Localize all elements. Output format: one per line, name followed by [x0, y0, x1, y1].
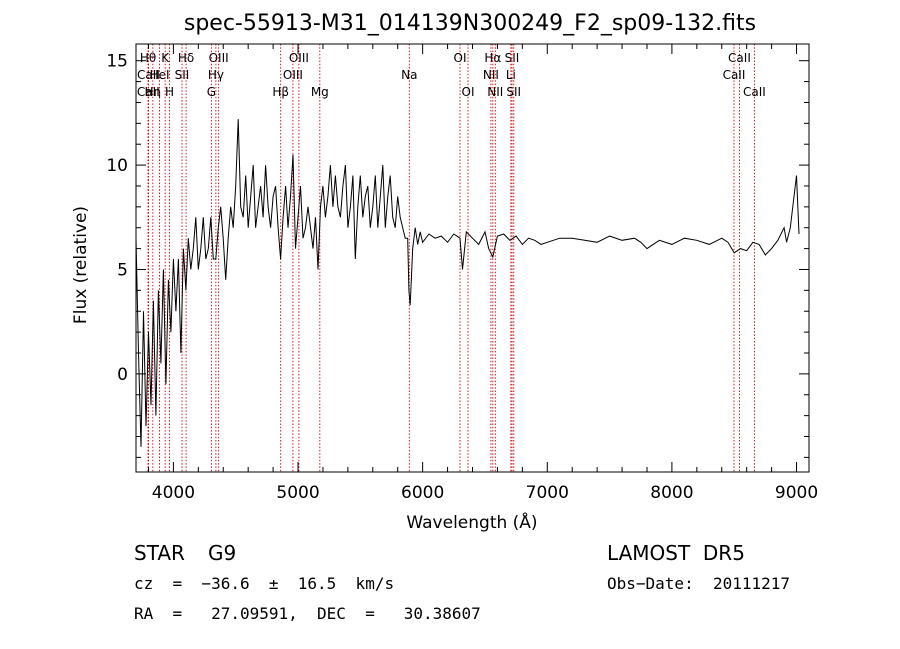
survey-name: LAMOST DR5 [607, 541, 745, 565]
spectral-line-label: OI [462, 85, 475, 99]
x-axis-label: Wavelength (Å) [406, 511, 537, 533]
spectral-line-label: SII [506, 85, 521, 99]
spectral-line-label: SII [505, 51, 520, 65]
spectral-line-label: CaII [728, 51, 751, 65]
plot-frame [135, 43, 810, 473]
spectral-line-label: CaII [743, 85, 766, 99]
y-axis-label: Flux (relative) [71, 206, 91, 324]
spectral-line-label: OIII [289, 51, 309, 65]
spectral-line-label: CaII [137, 85, 160, 99]
spectral-line-label: NII [483, 68, 499, 82]
spectral-line-label: OIII [209, 51, 229, 65]
y-tick-label: 15 [106, 52, 128, 72]
spectral-line-label: Hα [484, 51, 501, 65]
x-axis: 4000 5000 6000 7000 8000 9000 [147, 44, 818, 503]
spectral-line-label: Mg [311, 85, 329, 99]
x-tick-label: 8000 [650, 483, 693, 503]
spectral-line-label: OI [454, 51, 467, 65]
y-tick-label: 10 [106, 156, 128, 176]
spectral-line-label: NII [487, 85, 503, 99]
spectral-line-label: SII [175, 68, 190, 82]
y-axis: 0 5 10 15 [106, 52, 809, 458]
spectral-line-label: H [165, 85, 174, 99]
spectral-line-label: Na [401, 68, 417, 82]
x-tick-label: 6000 [401, 483, 444, 503]
coordinates: RA = 27.09591, DEC = 30.38607 [134, 604, 481, 623]
spectrum-line [135, 119, 800, 447]
x-tick-label: 4000 [152, 483, 195, 503]
x-tick-label: 7000 [526, 483, 569, 503]
spectral-line-label: Hγ [208, 68, 224, 82]
spectral-line-label: K [161, 51, 170, 65]
observation-date: Obs−Date: 20111217 [607, 574, 791, 593]
chart-title: spec-55913-M31_014139N300249_F2_sp09-132… [184, 11, 756, 36]
redshift-velocity: cz = −36.6 ± 16.5 km/s [134, 574, 395, 593]
spectral-line-label: HeI [150, 68, 170, 82]
spectral-line-label: OIII [283, 68, 303, 82]
x-tick-label: 5000 [276, 483, 319, 503]
y-tick-label: 0 [117, 365, 128, 385]
spectral-line-label: Hη [145, 85, 162, 99]
spectral-line-label: Hβ [272, 85, 289, 99]
object-class: STAR [134, 541, 185, 565]
spectral-line-label: Hδ [178, 51, 194, 65]
spectral-line-label: Li [506, 68, 516, 82]
x-tick-label: 9000 [775, 483, 818, 503]
y-tick-label: 5 [117, 260, 128, 280]
object-subclass: G9 [208, 541, 237, 565]
spectral-line-label: G [207, 85, 216, 99]
spectral-line-label: CaII [723, 68, 746, 82]
